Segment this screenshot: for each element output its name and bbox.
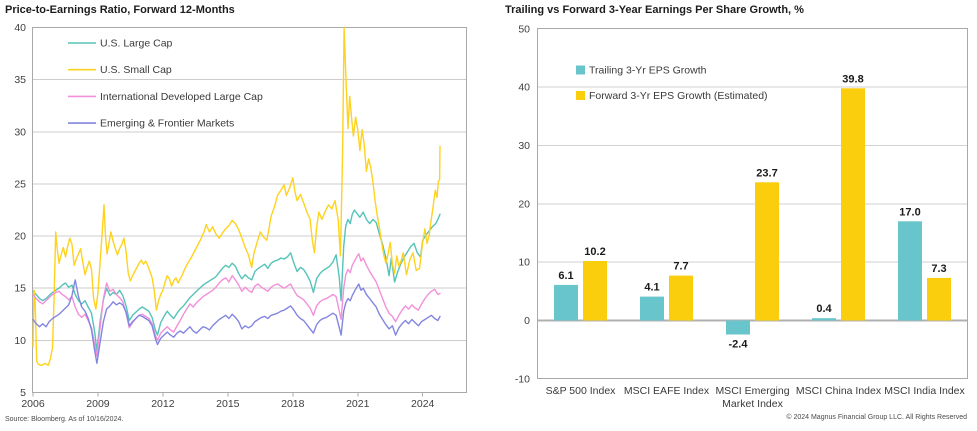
line-series-emerging-frontier-markets xyxy=(32,279,441,364)
y-tick-label: -10 xyxy=(515,373,530,385)
legend-item-international-developed-large-cap: International Developed Large Cap xyxy=(68,91,263,103)
value-label-forward-3-yr-eps-growth-estimated-msci-eafe-index: 7.7 xyxy=(673,261,688,273)
x-tick-label: 2015 xyxy=(216,398,240,410)
x-tick-label: 2009 xyxy=(86,398,110,410)
bar-forward-3-yr-eps-growth-estimated-msci-eafe-index xyxy=(669,275,693,321)
line-series-international-developed-large-cap xyxy=(32,253,441,357)
bar-trailing-3-yr-eps-growth-msci-india-index xyxy=(898,221,922,321)
plot-border xyxy=(32,27,467,393)
category-label-msci-india-index: MSCI India Index xyxy=(884,385,965,397)
bar-trailing-3-yr-eps-growth-msci-emerging-market-index xyxy=(726,320,750,335)
category-label-line: S&P 500 Index xyxy=(546,385,617,397)
eps-chart-title: Trailing vs Forward 3-Year Earnings Per … xyxy=(505,4,804,16)
x-tick-label: 2006 xyxy=(21,398,45,410)
pe-chart-title: Price-to-Earnings Ratio, Forward 12-Mont… xyxy=(5,4,235,16)
legend-item-u-s-large-cap: U.S. Large Cap xyxy=(68,38,173,50)
source-note: Source: Bloomberg. As of 10/16/2024. xyxy=(5,416,124,423)
line-series-u-s-small-cap xyxy=(32,26,441,367)
y-tick-label: 35 xyxy=(14,74,26,86)
legend-item-u-s-small-cap: U.S. Small Cap xyxy=(68,64,172,76)
value-label-trailing-3-yr-eps-growth-msci-eafe-index: 4.1 xyxy=(644,282,659,294)
x-tick-label: 2024 xyxy=(411,398,435,410)
x-tick-label: 2012 xyxy=(151,398,175,410)
bar-forward-3-yr-eps-growth-estimated-msci-china-index xyxy=(841,88,865,321)
category-label-msci-eafe-index: MSCI EAFE Index xyxy=(624,385,710,397)
plot-border xyxy=(537,28,968,379)
eps-growth-chart-panel: -10 0 10 20 30 40 50 6.1 10.2 S&P 500 Index 4.1 7.7… xyxy=(500,0,977,431)
value-label-forward-3-yr-eps-growth-estimated-msci-india-index: 7.3 xyxy=(931,263,946,275)
y-tick-label: 10 xyxy=(14,335,26,347)
y-tick-label: 30 xyxy=(518,140,530,152)
legend-label: International Developed Large Cap xyxy=(100,91,263,103)
value-label-forward-3-yr-eps-growth-estimated-msci-china-index: 39.8 xyxy=(842,73,863,85)
y-tick-label: 20 xyxy=(518,198,530,210)
value-label-forward-3-yr-eps-growth-estimated-s-p-500-index: 10.2 xyxy=(584,246,605,258)
x-tick-label: 2018 xyxy=(281,398,305,410)
legend-swatch xyxy=(576,65,585,75)
x-tick-label: 2021 xyxy=(346,398,370,410)
bar-forward-3-yr-eps-growth-estimated-msci-emerging-market-index xyxy=(755,182,779,321)
y-tick-label: 40 xyxy=(518,82,530,94)
legend-label: U.S. Large Cap xyxy=(100,38,173,50)
legend-swatch xyxy=(576,91,585,100)
legend-label: Forward 3-Yr EPS Growth (Estimated) xyxy=(589,90,768,102)
y-tick-label: 40 xyxy=(14,22,26,34)
bar-forward-3-yr-eps-growth-estimated-msci-india-index xyxy=(927,277,951,321)
category-label-msci-china-index: MSCI China Index xyxy=(796,385,882,397)
pe-ratio-line-chart: 5 10 15 20 25 30 35 40 2006 2009 2012 2015 2018 2021 2… xyxy=(14,22,467,410)
bar-trailing-3-yr-eps-growth-msci-china-index xyxy=(812,318,836,321)
value-label-trailing-3-yr-eps-growth-msci-emerging-market-index: -2.4 xyxy=(729,339,749,351)
y-tick-label: 5 xyxy=(20,387,26,399)
legend-item-forward-3-yr-eps-growth-estimated: Forward 3-Yr EPS Growth (Estimated) xyxy=(576,90,768,102)
legend-item-trailing-3-yr-eps-growth: Trailing 3-Yr EPS Growth xyxy=(576,65,707,77)
y-tick-label: 25 xyxy=(14,178,26,190)
legend-label: U.S. Small Cap xyxy=(100,64,172,76)
category-label-line: MSCI EAFE Index xyxy=(624,385,710,397)
legend-item-emerging-frontier-markets: Emerging & Frontier Markets xyxy=(68,118,234,130)
copyright-note: © 2024 Magnus Financial Group LLC. All R… xyxy=(786,414,967,421)
category-label-line: MSCI China Index xyxy=(796,385,882,397)
y-tick-label: 10 xyxy=(518,257,530,269)
bar-trailing-3-yr-eps-growth-msci-eafe-index xyxy=(640,296,664,321)
pe-ratio-chart-panel: 5 10 15 20 25 30 35 40 2006 2009 2012 2015 2018 2021 2… xyxy=(5,4,467,423)
bar-forward-3-yr-eps-growth-estimated-s-p-500-index xyxy=(583,261,607,321)
y-tick-label: 15 xyxy=(14,283,26,295)
value-label-trailing-3-yr-eps-growth-s-p-500-index: 6.1 xyxy=(558,270,573,282)
category-label-line: Market Index xyxy=(722,398,783,410)
category-label-line: MSCI Emerging xyxy=(715,385,789,397)
value-label-forward-3-yr-eps-growth-estimated-msci-emerging-market-index: 23.7 xyxy=(756,167,777,179)
y-tick-label: 20 xyxy=(14,231,26,243)
legend-label: Emerging & Frontier Markets xyxy=(100,118,234,130)
y-tick-label: 0 xyxy=(524,315,530,327)
category-label-s-p-500-index: S&P 500 Index xyxy=(546,385,617,397)
category-label-line: MSCI India Index xyxy=(884,385,965,397)
legend-label: Trailing 3-Yr EPS Growth xyxy=(589,65,707,77)
value-label-trailing-3-yr-eps-growth-msci-china-index: 0.4 xyxy=(816,303,832,315)
y-tick-label: 50 xyxy=(518,23,530,35)
y-tick-label: 30 xyxy=(14,126,26,138)
bar-trailing-3-yr-eps-growth-s-p-500-index xyxy=(554,284,578,321)
value-label-trailing-3-yr-eps-growth-msci-india-index: 17.0 xyxy=(899,206,920,218)
eps-growth-bar-chart: -10 0 10 20 30 40 50 6.1 10.2 S&P 500 Index 4.1 7.7… xyxy=(515,23,968,410)
